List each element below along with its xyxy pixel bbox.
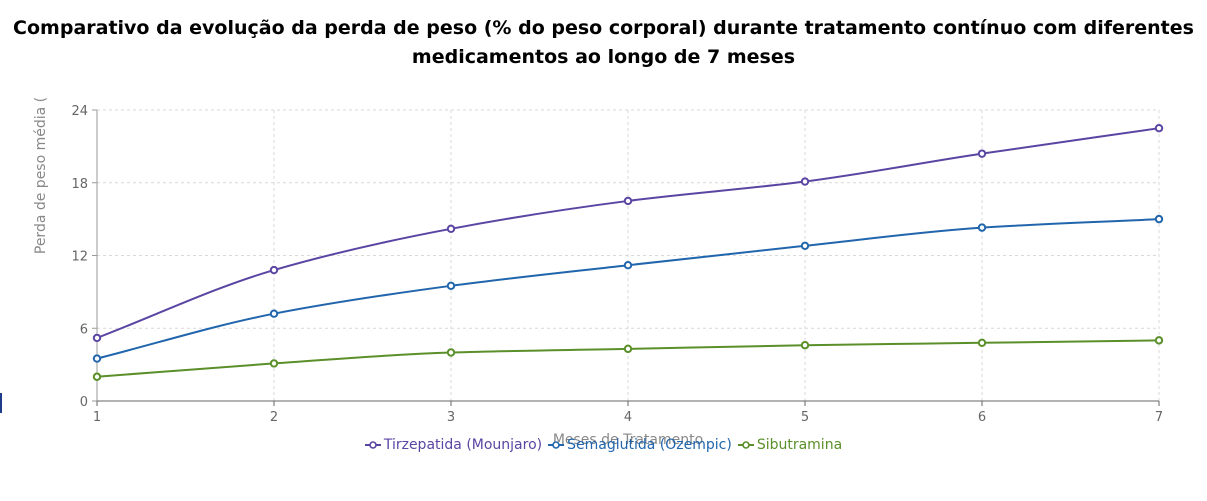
y-axis-label: Perda de peso média (: [33, 97, 49, 254]
x-tick-label-7: 7: [1155, 410, 1163, 425]
series-2-line: [96, 218, 1160, 360]
legend-swatch-marker-1: [369, 441, 377, 449]
legend-item-3[interactable]: Sibutramina: [737, 437, 843, 453]
x-tick-label-5: 5: [801, 410, 809, 425]
series-2-point-5: [800, 241, 810, 251]
series-3-group: [92, 336, 1164, 381]
series-1-point-1: [92, 333, 102, 343]
series-2-point-3: [446, 281, 456, 291]
x-axis-label: Meses de Tratamento: [553, 432, 703, 448]
series-1-group: [92, 123, 1164, 343]
left-edge-marker: [0, 393, 2, 413]
legend-label-2: Semaglutida (Ozempic): [567, 437, 732, 453]
x-tick-label-3: 3: [447, 410, 455, 425]
x-tick-label-1: 1: [93, 410, 101, 425]
series-3-point-2: [269, 359, 279, 368]
legend-swatch-marker-3: [742, 441, 750, 449]
x-tick-label-4: 4: [624, 410, 632, 425]
series-2-point-7: [1154, 214, 1164, 224]
series-2-point-2: [269, 309, 279, 318]
series-3-point-5: [800, 341, 810, 350]
series-2-point-4: [623, 261, 633, 270]
x-tick-label-6: 6: [978, 410, 986, 425]
chart-legend: Tirzepatida (Mounjaro) Semaglutida (Ozemp…: [0, 437, 1207, 453]
y-tick-label-0: 0: [80, 395, 88, 410]
chart-title-line-2: medicamentos ao longo de 7 meses: [411, 46, 796, 68]
series-2-point-1: [92, 354, 102, 363]
y-tick-label-18: 18: [71, 177, 88, 192]
chart-title-line-1: Comparativo da evolução da perda de peso…: [13, 17, 1194, 39]
series-3-point-3: [446, 348, 456, 357]
series-3-point-6: [977, 338, 987, 347]
chart-title: Comparativo da evolução da perda de peso…: [0, 14, 1207, 72]
legend-item-2[interactable]: Semaglutida (Ozempic): [548, 437, 732, 453]
legend-label-1: Tirzepatida (Mounjaro): [383, 437, 543, 453]
series-1-point-4: [623, 196, 633, 206]
x-tick-label-2: 2: [270, 410, 278, 425]
series-2-group: [92, 214, 1164, 363]
legend-swatch-3: [737, 441, 754, 449]
series-2-point-6: [977, 223, 987, 232]
series-1-point-6: [977, 149, 987, 158]
series-1-point-5: [800, 177, 810, 186]
series-3-point-1: [92, 372, 102, 381]
legend-label-3: Sibutramina: [756, 437, 843, 453]
series-3-point-4: [623, 344, 633, 354]
legend-swatch-2: [548, 441, 565, 449]
series-1-point-3: [446, 224, 456, 234]
grid-lines: [97, 109, 1160, 401]
series-1-point-7: [1154, 123, 1164, 133]
y-tick-label-24: 24: [71, 104, 88, 119]
y-tick-label-6: 6: [80, 322, 88, 337]
series-3-point-7: [1154, 336, 1164, 345]
legend-swatch-marker-2: [552, 441, 560, 449]
series-1-point-2: [269, 265, 279, 275]
legend-swatch-1: [364, 441, 381, 449]
y-tick-label-12: 12: [71, 250, 88, 265]
legend-item-1[interactable]: Tirzepatida (Mounjaro): [364, 437, 543, 453]
